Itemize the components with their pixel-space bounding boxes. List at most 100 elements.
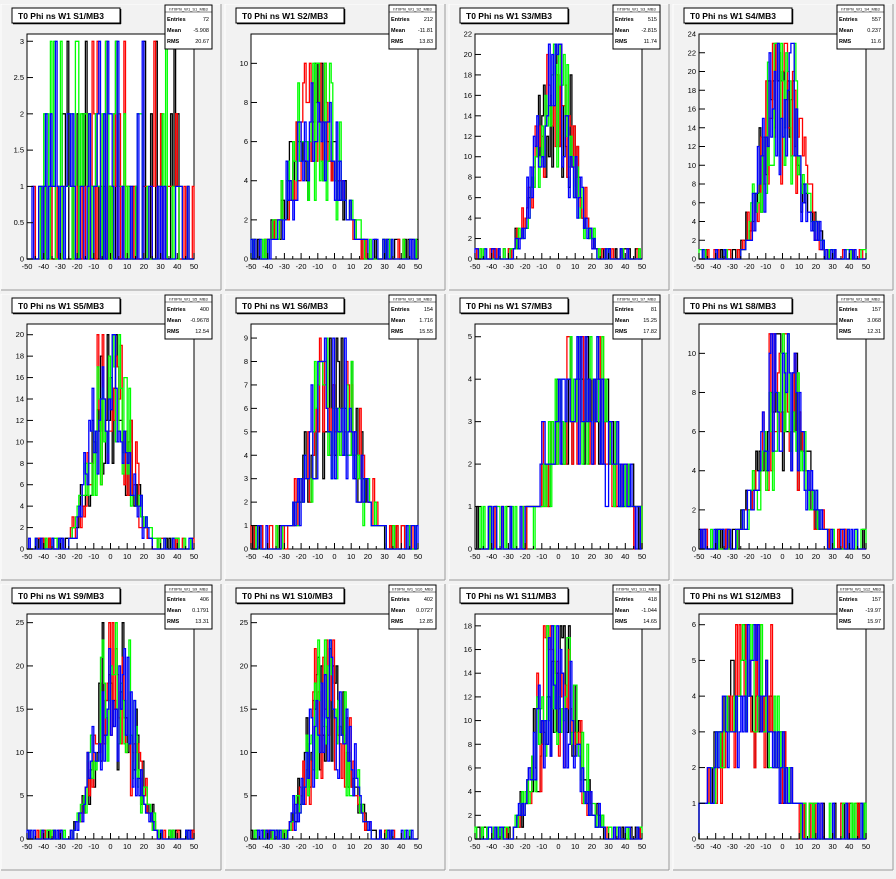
x-tick-label: -20: [744, 262, 755, 271]
x-tick-label: 50: [190, 552, 198, 561]
x-tick-label: 0: [108, 262, 112, 271]
axes: -50 -40 -30 -20 -10 0 10 20 30 40 50 0 5 10 15 20 25: [16, 618, 199, 851]
y-tick-label: 2: [468, 811, 472, 820]
x-tick-label: -50: [694, 552, 705, 561]
stats-hist-name: hT0Phi_W1_S6_MB3: [393, 297, 432, 302]
histogram-svg: -50 -40 -30 -20 -10 0 10 20 30 40 50 0 2 4 6 8 10 12 14 16 1…: [448, 3, 670, 291]
histogram-panel: -50 -40 -30 -20 -10 0 10 20 30 40 50 0 2 4 6 8 10 12 14 16 1…: [448, 3, 672, 294]
stats-label: Entries: [391, 17, 410, 23]
histogram-panel: -50 -40 -30 -20 -10 0 10 20 30 40 50 0 5 10 15 20 25 T0 P…: [0, 583, 224, 874]
x-tick-label: -10: [312, 262, 323, 271]
stats-value: -5.908: [193, 28, 209, 34]
x-tick-label: 30: [380, 262, 388, 271]
x-tick-label: -30: [727, 552, 738, 561]
y-tick-label: 0: [244, 835, 248, 844]
stats-value: 0.237: [867, 28, 881, 34]
stats-label: Mean: [615, 318, 630, 324]
series-line: [698, 624, 866, 840]
y-tick-label: 16: [688, 105, 696, 114]
y-tick-label: 10: [240, 748, 248, 757]
title-box: T0 Phi ns W1 S3/MB3: [459, 7, 570, 25]
series-line: [250, 82, 418, 260]
y-tick-label: 0: [244, 255, 248, 264]
x-tick-label: 20: [140, 262, 148, 271]
x-tick-label: -30: [55, 262, 66, 271]
stats-label: Entries: [391, 307, 410, 313]
title-box: T0 Phi ns W1 S10/MB3: [235, 587, 346, 605]
y-tick-label: 24: [688, 30, 696, 39]
x-tick-label: 10: [571, 262, 579, 271]
histogram-title: T0 Phi ns W1 S1/MB3: [18, 11, 104, 21]
x-tick-label: 10: [571, 842, 579, 851]
histogram-title: T0 Phi ns W1 S3/MB3: [466, 11, 552, 21]
y-tick-label: 8: [244, 357, 248, 366]
axes: -50 -40 -30 -20 -10 0 10 20 30 40 50 0 2 4 6 8 10 12 14 16 1…: [16, 330, 199, 561]
x-tick-label: -50: [22, 262, 33, 271]
stats-value: 157: [872, 597, 881, 603]
y-tick-label: 10: [688, 349, 696, 358]
stats-label: Mean: [615, 28, 630, 34]
y-tick-label: 1.5: [14, 146, 24, 155]
x-tick-label: -50: [470, 552, 481, 561]
stats-value: 15.55: [419, 329, 433, 335]
stats-value: 17.82: [643, 329, 657, 335]
stats-frame: [388, 4, 437, 50]
y-tick-label: 1: [244, 521, 248, 530]
stats-label: RMS: [391, 329, 404, 335]
stats-value: 11.6: [871, 39, 881, 45]
x-tick-label: 20: [588, 842, 596, 851]
x-tick-label: 20: [588, 552, 596, 561]
histogram-panel: -50 -40 -30 -20 -10 0 10 20 30 40 50 0 5 10 15 20 25 T0 P…: [224, 583, 448, 874]
histogram-title: T0 Phi ns W1 S4/MB3: [690, 11, 776, 21]
stats-value: 12.31: [867, 329, 881, 335]
stats-label: RMS: [839, 39, 852, 45]
y-tick-label: 4: [20, 502, 24, 511]
y-tick-label: 4: [244, 451, 248, 460]
stats-label: Mean: [167, 608, 182, 614]
stats-label: Mean: [167, 318, 182, 324]
axes: -50 -40 -30 -20 -10 0 10 20 30 40 50 0 2 4 6 8 10 12 14 16 1…: [464, 30, 647, 272]
x-tick-label: 40: [173, 842, 181, 851]
axes: -50 -40 -30 -20 -10 0 10 20 30 40 50 0 2 4 6 8 10 12 14 16 1…: [464, 621, 647, 851]
x-tick-label: -30: [55, 842, 66, 851]
y-tick-label: 22: [688, 48, 696, 57]
x-tick-label: -10: [760, 552, 771, 561]
x-tick-label: 0: [332, 552, 336, 561]
x-tick-label: 50: [638, 262, 646, 271]
series-line: [474, 43, 642, 260]
x-tick-label: 10: [123, 262, 131, 271]
y-tick-label: 6: [20, 480, 24, 489]
series-group: [250, 337, 419, 550]
x-tick-label: 40: [397, 842, 405, 851]
y-tick-label: 6: [692, 198, 696, 207]
x-tick-label: -30: [727, 842, 738, 851]
y-tick-label: 18: [16, 352, 24, 361]
stats-label: RMS: [167, 619, 180, 625]
x-tick-label: 50: [414, 842, 422, 851]
x-tick-label: 0: [780, 552, 784, 561]
axes: -50 -40 -30 -20 -10 0 10 20 30 40 50 0 1 2 3 4 5: [468, 332, 646, 561]
stats-frame: [164, 4, 213, 50]
y-tick-label: 12: [464, 132, 472, 141]
stats-value: 15.97: [867, 619, 881, 625]
y-tick-label: 5: [20, 791, 24, 800]
y-tick-label: 0: [244, 545, 248, 554]
y-tick-label: 9: [244, 334, 248, 343]
stats-label: Entries: [839, 597, 858, 603]
stats-box: hT0Phi_W1_S3_MB3 Entries 515 Mean -2.815 RMS 1…: [612, 4, 661, 50]
stats-label: Mean: [839, 318, 854, 324]
y-tick-label: 2: [20, 523, 24, 532]
y-tick-label: 5: [244, 791, 248, 800]
stats-value: 157: [872, 307, 881, 313]
stats-hist-name: hT0Phi_W1_S1_MB3: [169, 7, 208, 12]
y-tick-label: 1: [692, 799, 696, 808]
x-tick-label: 0: [556, 552, 560, 561]
y-tick-label: 2.5: [14, 73, 24, 82]
x-tick-label: -10: [88, 552, 99, 561]
series-line: [27, 334, 194, 550]
stats-box: hT0Phi_W1_S10_MB3 Entries 402 Mean 0.0727 RMS…: [388, 584, 437, 630]
y-tick-label: 20: [16, 330, 24, 339]
x-tick-label: -20: [520, 842, 531, 851]
x-tick-label: 40: [173, 552, 181, 561]
y-tick-label: 2: [692, 236, 696, 245]
